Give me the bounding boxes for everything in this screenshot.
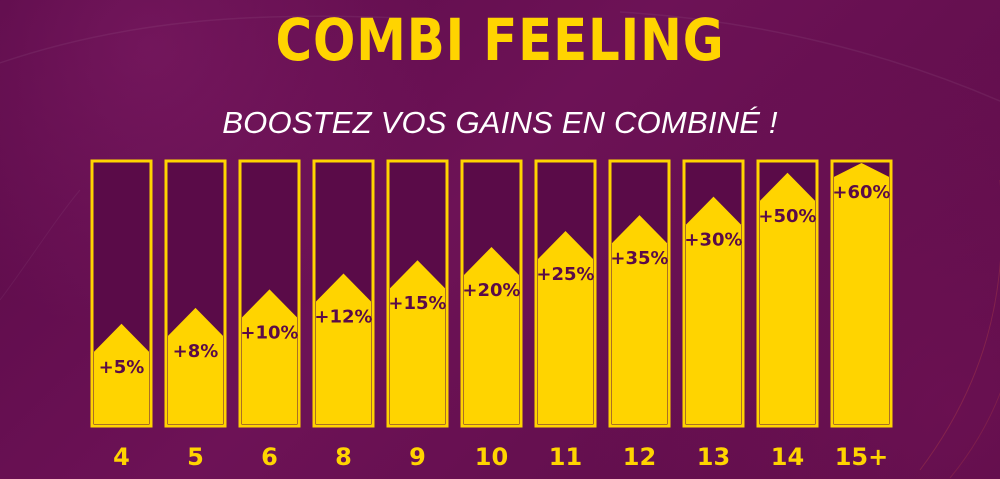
boost-label: +5% [99, 357, 145, 378]
category-label: 11 [549, 443, 582, 471]
bar-fill [686, 196, 741, 424]
category-label: 10 [475, 443, 508, 471]
boost-label: +12% [314, 306, 372, 327]
boost-label: +30% [684, 230, 742, 251]
boost-label: +25% [536, 264, 594, 285]
category-label: 4 [113, 443, 130, 471]
boost-label: +15% [388, 293, 446, 314]
bar-fill [760, 172, 815, 424]
category-label: 14 [771, 443, 804, 471]
category-label: 9 [409, 443, 426, 471]
category-label: 8 [335, 443, 352, 471]
bar-fill [168, 307, 223, 424]
bar-fill [94, 323, 149, 424]
bar-fill [464, 246, 519, 424]
boost-label: +8% [173, 341, 219, 362]
bar-fill [242, 289, 297, 424]
boost-label: +10% [240, 322, 298, 343]
category-label: 5 [187, 443, 204, 471]
boost-label: +20% [462, 280, 520, 301]
category-label: 6 [261, 443, 278, 471]
bar-fill [612, 215, 667, 424]
bar-fill [834, 163, 889, 424]
boost-label: +50% [758, 206, 816, 227]
page-title: COMBI FEELING [275, 6, 725, 74]
category-label: 12 [623, 443, 656, 471]
category-label: 15+ [835, 443, 889, 471]
page-subtitle: BOOSTEZ VOS GAINS EN COMBINÉ ! [222, 105, 778, 140]
bar-fill [390, 260, 445, 424]
boost-label: +35% [610, 248, 668, 269]
boost-label: +60% [832, 182, 890, 203]
bar-fill [538, 231, 593, 424]
category-label: 13 [697, 443, 730, 471]
bar-fill [316, 273, 371, 424]
